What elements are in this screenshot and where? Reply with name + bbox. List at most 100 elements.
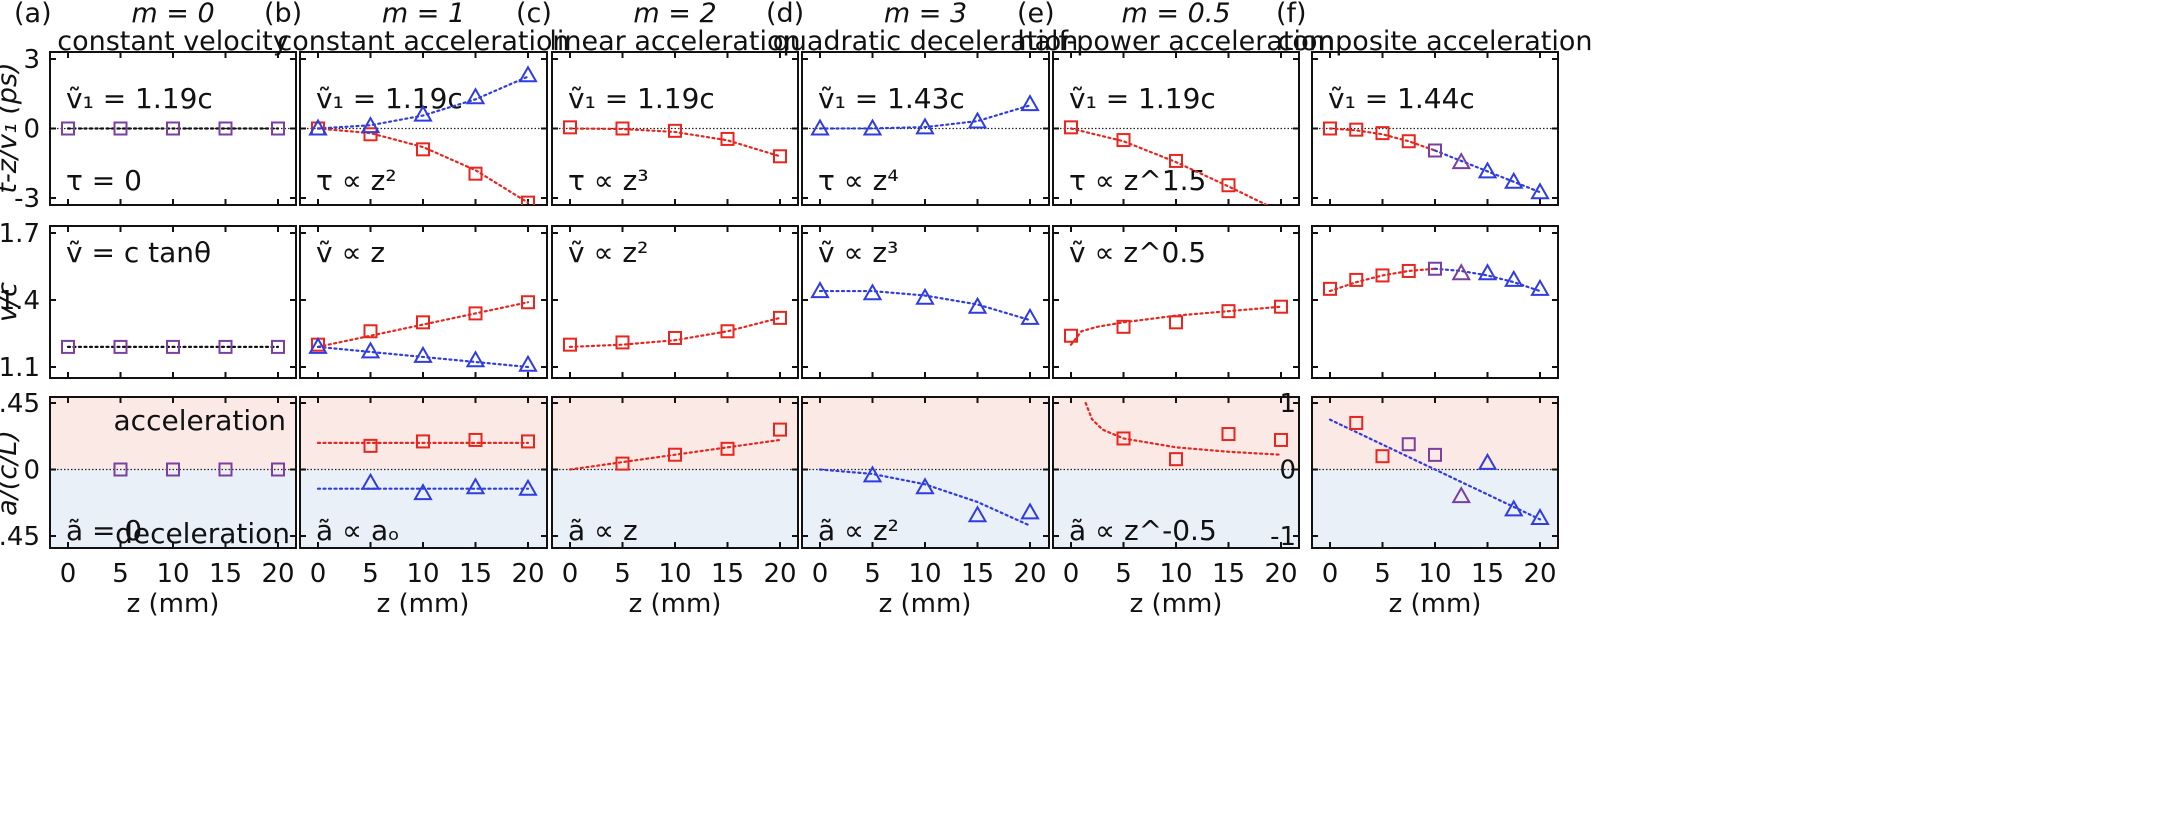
data-point-triangle <box>465 350 486 368</box>
plot-group <box>61 339 285 354</box>
data-point-triangle <box>1020 307 1040 325</box>
acceleration-scaling-label: ã ∝ z² <box>818 514 899 547</box>
data-point-triangle <box>1504 499 1524 517</box>
velocity-scaling-label: ṽ ∝ z <box>316 236 385 269</box>
data-point-square <box>668 447 682 462</box>
y-tick-label: 1 <box>1279 389 1296 419</box>
panel-tag: (a) <box>14 0 52 29</box>
fit-line <box>1069 305 1283 346</box>
data-point-square <box>218 121 233 136</box>
fit-line <box>316 301 530 348</box>
data-point-square <box>1221 178 1236 193</box>
x-tick-label: 5 <box>362 559 379 589</box>
x-tick-label: 10 <box>908 559 941 589</box>
data-point-square <box>166 339 180 354</box>
fit-line <box>1433 267 1542 293</box>
data-point-square <box>1349 122 1364 137</box>
x-tick-label: 15 <box>1471 559 1504 589</box>
x-axis-label: z (mm) <box>127 589 220 619</box>
data-point-square <box>1169 315 1183 330</box>
data-point-square <box>668 330 682 345</box>
x-tick-label: 0 <box>562 559 579 589</box>
data-point-triangle <box>967 111 988 129</box>
x-tick-label: 5 <box>864 559 881 589</box>
data-point-square <box>521 434 535 449</box>
data-point-square <box>416 434 430 449</box>
x-tick-label: 0 <box>1063 559 1080 589</box>
fit-line <box>316 345 530 369</box>
acceleration-label: acceleration <box>114 404 286 437</box>
data-point-square <box>1274 204 1288 205</box>
y-tick-label: 1.4 <box>0 286 40 316</box>
x-tick-label: 0 <box>60 559 77 589</box>
x-tick-label: 15 <box>1212 559 1245 589</box>
data-point-triangle <box>1504 171 1524 189</box>
data-point-square <box>1401 134 1416 149</box>
velocity-scaling-label: ṽ = c tanθ <box>66 236 211 269</box>
x-tick-label: 10 <box>658 559 691 589</box>
data-point-triangle <box>413 104 433 122</box>
x-tick-label: 0 <box>1322 559 1339 589</box>
data-point-triangle <box>1451 263 1471 281</box>
plot-group <box>1064 120 1288 205</box>
data-point-square <box>1428 447 1442 462</box>
time-scaling-label: τ ∝ z³ <box>568 164 649 197</box>
y-tick-label: 0 <box>23 115 40 145</box>
data-point-square <box>668 123 682 138</box>
x-tick-label: 20 <box>763 559 796 589</box>
x-axis-label: z (mm) <box>879 589 972 619</box>
data-point-triangle <box>360 472 381 490</box>
fit-line <box>818 468 1032 527</box>
data-point-triangle <box>1020 502 1040 520</box>
plot-group <box>1084 401 1288 467</box>
data-point-square <box>720 324 735 339</box>
data-point-square <box>468 166 483 181</box>
time-scaling-label: τ = 0 <box>66 164 142 197</box>
x-tick-label: 20 <box>1264 559 1297 589</box>
panel-m-label: m = 0.5 <box>1121 0 1230 29</box>
x-tick-label: 5 <box>1374 559 1391 589</box>
deceleration-region <box>802 469 1049 548</box>
data-point-triangle <box>1530 508 1550 526</box>
data-point-square <box>1375 449 1390 464</box>
plot-group <box>1323 121 1550 200</box>
data-point-square <box>468 306 483 321</box>
axes-frame <box>1311 225 1559 379</box>
data-point-square <box>416 142 430 157</box>
fit-line <box>818 104 1032 130</box>
data-point-square <box>1274 432 1288 447</box>
plot-group <box>1064 299 1288 346</box>
data-point-triangle <box>1477 452 1498 470</box>
data-point-square <box>218 462 233 477</box>
panel-m-label: m = 0 <box>131 0 214 29</box>
acceleration-region <box>552 397 798 470</box>
data-point-square <box>113 462 128 477</box>
x-tick-label: 15 <box>209 559 242 589</box>
panel-tag: (d) <box>766 0 804 29</box>
plot-group <box>810 94 1040 136</box>
y-tick-label: 0 <box>1279 456 1296 486</box>
fit-line <box>818 289 1032 322</box>
panel-title: constant velocity <box>57 26 288 57</box>
x-axis-label: z (mm) <box>1389 589 1482 619</box>
data-point-triangle <box>308 118 328 136</box>
fit-line <box>568 316 782 348</box>
x-tick-label: 5 <box>112 559 129 589</box>
data-point-triangle <box>967 505 988 523</box>
data-point-square <box>1116 431 1131 446</box>
data-point-square <box>1349 272 1364 287</box>
panel-m-label: m = 2 <box>633 0 716 29</box>
data-point-square <box>1401 263 1416 278</box>
data-point-square <box>113 339 128 354</box>
v1-label: ṽ₁ = 1.19c <box>316 82 463 115</box>
deceleration-region <box>1312 469 1558 548</box>
plot-group <box>818 465 1040 527</box>
data-point-square <box>563 120 577 135</box>
data-point-square <box>1169 153 1183 168</box>
data-point-square <box>1274 299 1288 314</box>
x-axis-label: z (mm) <box>1130 589 1223 619</box>
panel-tag: (e) <box>1017 0 1055 29</box>
panel-tag: (f) <box>1276 0 1307 29</box>
y-tick-label: -1 <box>1270 522 1296 552</box>
y-tick-label: -3 <box>14 184 40 214</box>
